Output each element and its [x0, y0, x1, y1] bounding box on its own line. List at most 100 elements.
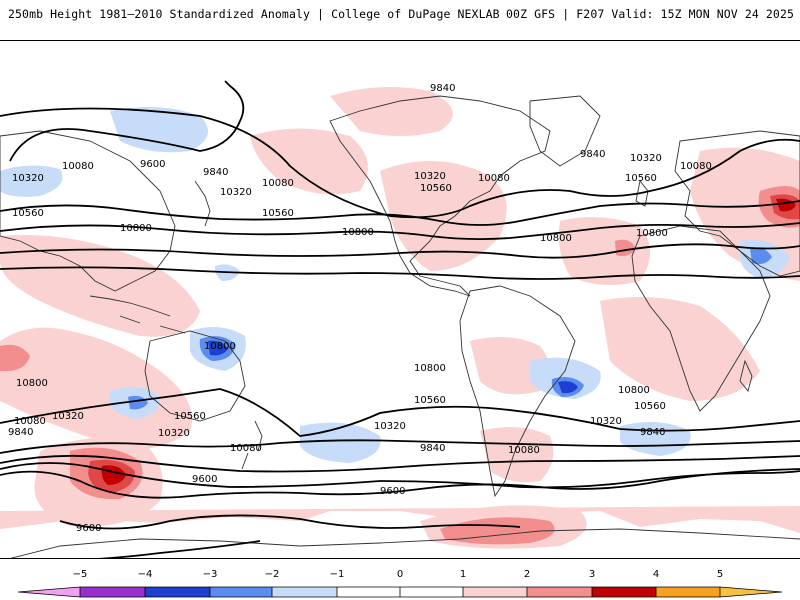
contour-9840-n: [0, 107, 800, 219]
contour-9600-npac: [9, 80, 245, 162]
contour-label: 10080: [62, 161, 94, 172]
contour-label: 10800: [618, 385, 650, 396]
coastlines: [0, 95, 800, 558]
coast-australia: [144, 330, 246, 422]
contour-10320-s: [0, 454, 800, 473]
contour-9840-s: [0, 468, 800, 499]
colorbar-bin-neg3: [145, 587, 210, 597]
contour-10800-n: [0, 266, 800, 280]
coast-new-zealand: [241, 420, 263, 470]
colorbar-tick: 1: [460, 569, 466, 580]
contour-label: 10320: [630, 153, 662, 164]
contour-9600-s: [59, 514, 521, 558]
anomaly-neg1-asia: [0, 165, 63, 197]
contour-label: 10560: [420, 183, 452, 194]
anomaly-pos1-namerica: [380, 161, 507, 271]
anomaly-pos1-arctic: [330, 87, 453, 136]
contour-label: 10320: [374, 421, 406, 432]
coast-south-america: [459, 285, 576, 498]
anomaly-pos1-natl: [558, 217, 650, 285]
anomaly-pos1-sw-pacific: [0, 327, 192, 449]
coast-japan: [194, 180, 211, 227]
contour-label: 10080: [508, 445, 540, 456]
anomaly-pos1-southern-band: [0, 506, 800, 533]
contour-10560-s: [0, 439, 800, 454]
contour-label: 10560: [174, 411, 206, 422]
colorbar-bin-neg2: [210, 587, 272, 597]
contour-label: 10560: [625, 173, 657, 184]
contour-label: 10320: [414, 171, 446, 182]
contour-label: 10320: [220, 187, 252, 198]
coast-eurasia: [674, 130, 800, 277]
contour-10560-n: [0, 243, 800, 259]
anomaly-map: 9840 9840 9600 9840 10320 10080 10080 10…: [0, 40, 800, 559]
contour-label: 10560: [634, 401, 666, 412]
colorbar-tick: −3: [203, 569, 218, 580]
colorbar-tick: 2: [524, 569, 530, 580]
anomaly-neg3-aus: [208, 340, 228, 356]
contour-label: 9600: [140, 159, 165, 170]
contour-label: 10080: [478, 173, 510, 184]
contour-label: 10080: [230, 443, 262, 454]
anomaly-pos1-npac: [250, 128, 368, 195]
contour-labels: 9840 9840 9600 9840 10320 10080 10080 10…: [8, 83, 712, 534]
anomaly-colorbar: −5 −4 −3 −2 −1 0 1 2 3 4 5: [17, 569, 783, 598]
colorbar-tick: −1: [330, 569, 345, 580]
contour-label: 10320: [590, 416, 622, 427]
contour-10320-n: [0, 222, 800, 241]
contour-label: 10800: [16, 378, 48, 389]
colorbar-outline: [17, 586, 783, 598]
colorbar-tick: 3: [589, 569, 595, 580]
contour-label: 9600: [192, 474, 217, 485]
colorbar-ticks: −5 −4 −3 −2 −1 0 1 2 3 4 5: [73, 569, 724, 580]
colorbar-bin-pos1: [463, 587, 527, 597]
anomaly-pos2-natl: [615, 239, 636, 257]
contour-label: 10800: [204, 341, 236, 352]
anomaly-neg1-npac: [110, 107, 208, 153]
coast-asia-west: [0, 130, 176, 292]
contour-label: 10800: [636, 228, 668, 239]
anomaly-neg1-spac: [300, 422, 381, 463]
contour-label: 10800: [414, 363, 446, 374]
colorbar-bin-pos4: [656, 587, 720, 597]
colorbar-tick: −2: [265, 569, 280, 580]
contour-label: 9840: [420, 443, 445, 454]
colorbar-tick: 0: [397, 569, 403, 580]
coast-greenland: [529, 95, 601, 167]
contour-label: 10800: [342, 227, 374, 238]
contour-label: 10800: [120, 223, 152, 234]
anomaly-pos1-wpac: [0, 235, 200, 337]
colorbar-tick: 5: [717, 569, 723, 580]
colorbar-bin-pos3: [592, 587, 656, 597]
anomaly-pos1-africa: [600, 297, 760, 401]
contour-label: 10560: [262, 208, 294, 219]
contour-label: 9840: [430, 83, 455, 94]
contour-label: 10320: [158, 428, 190, 439]
contour-label: 10080: [262, 178, 294, 189]
coast-antarctica: [10, 528, 800, 558]
contour-10080-n: [0, 200, 800, 226]
contour-label: 9600: [76, 523, 101, 534]
contour-label: 9840: [203, 167, 228, 178]
anomaly-neg3-satl: [558, 381, 578, 394]
anomaly-neg2-eafr: [750, 248, 772, 265]
coast-north-america: [329, 95, 551, 297]
model-valid-time: 00Z GFS | F207 Valid: 15Z MON NOV 24 202…: [506, 7, 794, 21]
coast-indonesia: [89, 295, 186, 334]
contour-label: 10560: [12, 208, 44, 219]
contour-label: 10560: [414, 395, 446, 406]
coast-madagascar: [739, 359, 753, 392]
contour-label: 9600: [380, 486, 405, 497]
colorbar-tick: 4: [653, 569, 659, 580]
contour-label: 10080: [14, 416, 46, 427]
colorbar-tick: −4: [138, 569, 153, 580]
contour-label: 9840: [580, 149, 605, 160]
colorbar-bin-neg5-arrow: [18, 587, 80, 597]
colorbar-bin-pos2: [527, 587, 592, 597]
colorbar-bin-pos5-arrow: [720, 587, 782, 597]
contour-label: 9840: [640, 427, 665, 438]
contour-label: 10080: [680, 161, 712, 172]
map-title: 250mb Height 1981–2010 Standardized Anom…: [8, 7, 500, 21]
contour-label: 9840: [8, 427, 33, 438]
colorbar-bin-neg4: [80, 587, 145, 597]
